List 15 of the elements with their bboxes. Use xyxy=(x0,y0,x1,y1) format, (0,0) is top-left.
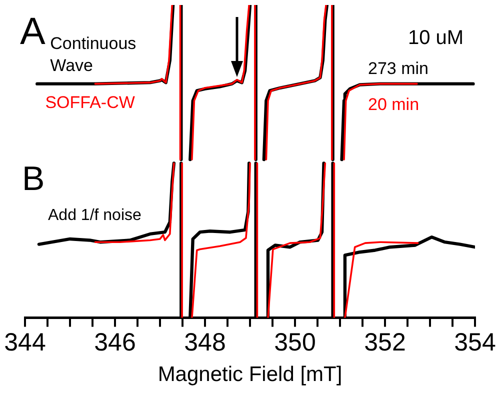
x-tick-label: 346 xyxy=(94,328,136,357)
annotation: A xyxy=(20,11,46,53)
annotation: B xyxy=(22,160,45,198)
series-label: 20 min xyxy=(368,95,420,114)
x-axis-title: Magnetic Field [mT] xyxy=(158,363,342,386)
series-label: 273 min xyxy=(368,59,428,78)
annotation: 10 uM xyxy=(408,27,464,49)
annotation: Add 1/f noise xyxy=(48,207,142,224)
annotation: Continuous Wave xyxy=(50,34,136,75)
x-tick-label: 352 xyxy=(364,328,406,357)
annotation: SOFFA-CW xyxy=(45,92,135,112)
x-tick-label: 350 xyxy=(274,328,316,357)
x-tick-label: 348 xyxy=(184,328,226,357)
x-tick-label: 344 xyxy=(4,328,46,357)
x-tick-label: 354 xyxy=(454,328,496,357)
